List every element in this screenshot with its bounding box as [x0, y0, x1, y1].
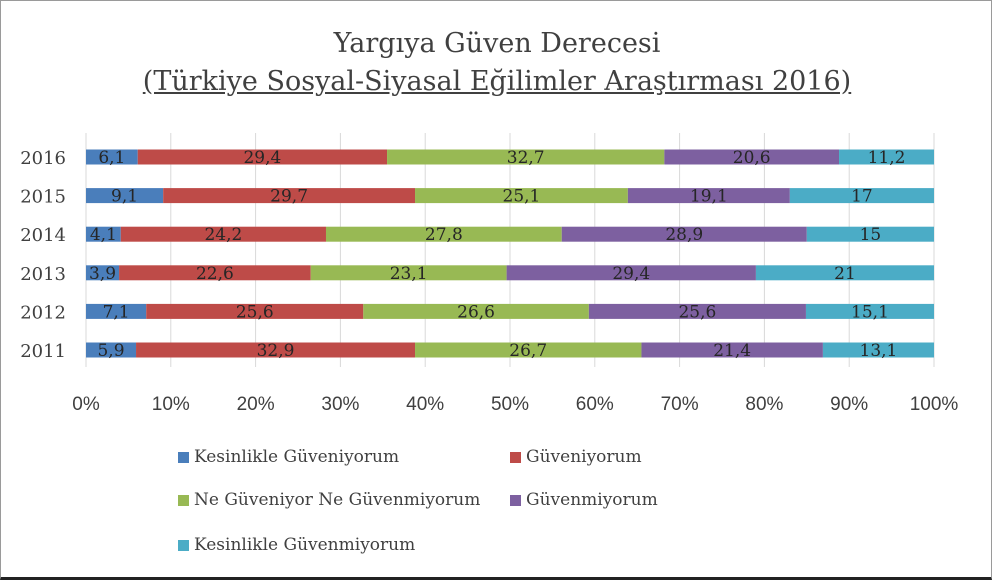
bar-segment: [86, 226, 121, 242]
data-label: 4,1: [90, 225, 117, 245]
bar-segment: [120, 226, 326, 242]
x-tick-label: 30%: [321, 394, 359, 415]
bar-segment: [755, 265, 934, 281]
legend-item: Güveniyorum: [510, 447, 642, 467]
bar-segment: [137, 149, 388, 165]
legend-swatch: [178, 451, 189, 463]
chart-subtitle: (Türkiye Sosyal-Siyasal Eğilimler Araştı…: [142, 66, 852, 97]
bar-segment: [806, 226, 934, 242]
x-tick-label: 0%: [72, 394, 100, 415]
bar-segment: [839, 149, 934, 165]
bar-segment: [415, 342, 642, 358]
data-label: 25,6: [678, 302, 716, 322]
data-label: 3,9: [89, 264, 116, 284]
x-tick-label: 90%: [830, 394, 868, 415]
y-tick-label: 2012: [20, 302, 66, 323]
data-label: 19,1: [690, 187, 728, 207]
data-label: 25,1: [503, 187, 541, 207]
legend-item: Kesinlikle Güveniyorum: [178, 447, 399, 467]
data-label: 11,2: [868, 148, 906, 168]
data-label: 29,4: [612, 264, 650, 284]
data-label: 28,9: [665, 225, 703, 245]
data-label: 27,8: [425, 225, 463, 245]
data-label: 9,1: [111, 187, 138, 207]
y-tick-label: 2016: [20, 148, 66, 169]
legend-label: Kesinlikle Güveniyorum: [194, 447, 400, 467]
bar-segment: [136, 342, 416, 358]
legend-swatch: [178, 539, 189, 551]
data-label: 17: [851, 187, 873, 207]
legend-label: Güveniyorum: [526, 447, 642, 467]
data-label: 26,6: [457, 302, 495, 322]
bar-segment: [822, 342, 934, 358]
bar-segment: [588, 303, 806, 319]
legend-label: Güvenmiyorum: [526, 490, 658, 510]
data-label: 21: [834, 264, 856, 284]
bar-segment: [387, 149, 665, 165]
data-label: 32,7: [507, 148, 545, 168]
bar-segment: [163, 188, 416, 204]
data-label: 20,6: [733, 148, 771, 168]
data-label: 21,4: [713, 341, 751, 361]
legend-item: Güvenmiyorum: [510, 490, 658, 510]
bar-segment: [627, 188, 790, 204]
bar-segment: [86, 188, 164, 204]
x-tick-label: 60%: [576, 394, 614, 415]
data-label: 22,6: [196, 264, 234, 284]
bar-segment: [86, 265, 120, 281]
bar-segment: [86, 149, 138, 165]
data-label: 5,9: [97, 341, 124, 361]
x-tick-label: 10%: [152, 394, 190, 415]
data-label: 6,1: [98, 148, 125, 168]
data-label: 29,7: [270, 187, 308, 207]
data-label: 13,1: [860, 341, 898, 361]
y-tick-label: 2015: [20, 187, 66, 208]
x-tick-label: 100%: [910, 394, 959, 415]
data-label: 29,4: [243, 148, 281, 168]
bar-segment: [119, 265, 311, 281]
bar-segment: [86, 303, 147, 319]
data-label: 25,6: [236, 302, 274, 322]
bar-segment: [415, 188, 628, 204]
x-tick-label: 50%: [491, 394, 529, 415]
legend-item: Kesinlikle Güvenmiyorum: [178, 535, 415, 555]
x-tick-label: 40%: [406, 394, 444, 415]
bar-segment: [664, 149, 840, 165]
bar-segment: [325, 226, 562, 242]
legend-label: Ne Güveniyor Ne Güvenmiyorum: [194, 490, 481, 510]
x-tick-label: 20%: [237, 394, 275, 415]
data-label: 26,7: [509, 341, 547, 361]
data-label: 15,1: [851, 302, 889, 322]
legend-item: Ne Güveniyor Ne Güvenmiyorum: [178, 490, 480, 510]
y-tick-label: 2011: [20, 341, 66, 362]
legend-swatch: [178, 494, 189, 506]
legend-swatch: [510, 494, 521, 506]
legend-swatch: [510, 451, 521, 463]
bar-segment: [310, 265, 507, 281]
y-tick-label: 2014: [20, 225, 66, 246]
y-tick-label: 2013: [20, 264, 66, 285]
data-label: 23,1: [390, 264, 428, 284]
bar-segment: [363, 303, 589, 319]
bar-segment: [641, 342, 823, 358]
bar-segment: [146, 303, 364, 319]
bar-segment: [86, 342, 137, 358]
bar-segment: [561, 226, 807, 242]
data-label: 32,9: [257, 341, 295, 361]
data-label: 7,1: [103, 302, 130, 322]
data-label: 15: [860, 225, 882, 245]
bar-segment: [805, 303, 934, 319]
chart-title: Yargıya Güven Derecesi: [333, 28, 661, 59]
x-tick-label: 80%: [745, 394, 783, 415]
bar-segment: [506, 265, 756, 281]
bar-segment: [789, 188, 934, 204]
legend-label: Kesinlikle Güvenmiyorum: [194, 535, 416, 555]
data-label: 24,2: [204, 225, 242, 245]
x-tick-label: 70%: [661, 394, 699, 415]
